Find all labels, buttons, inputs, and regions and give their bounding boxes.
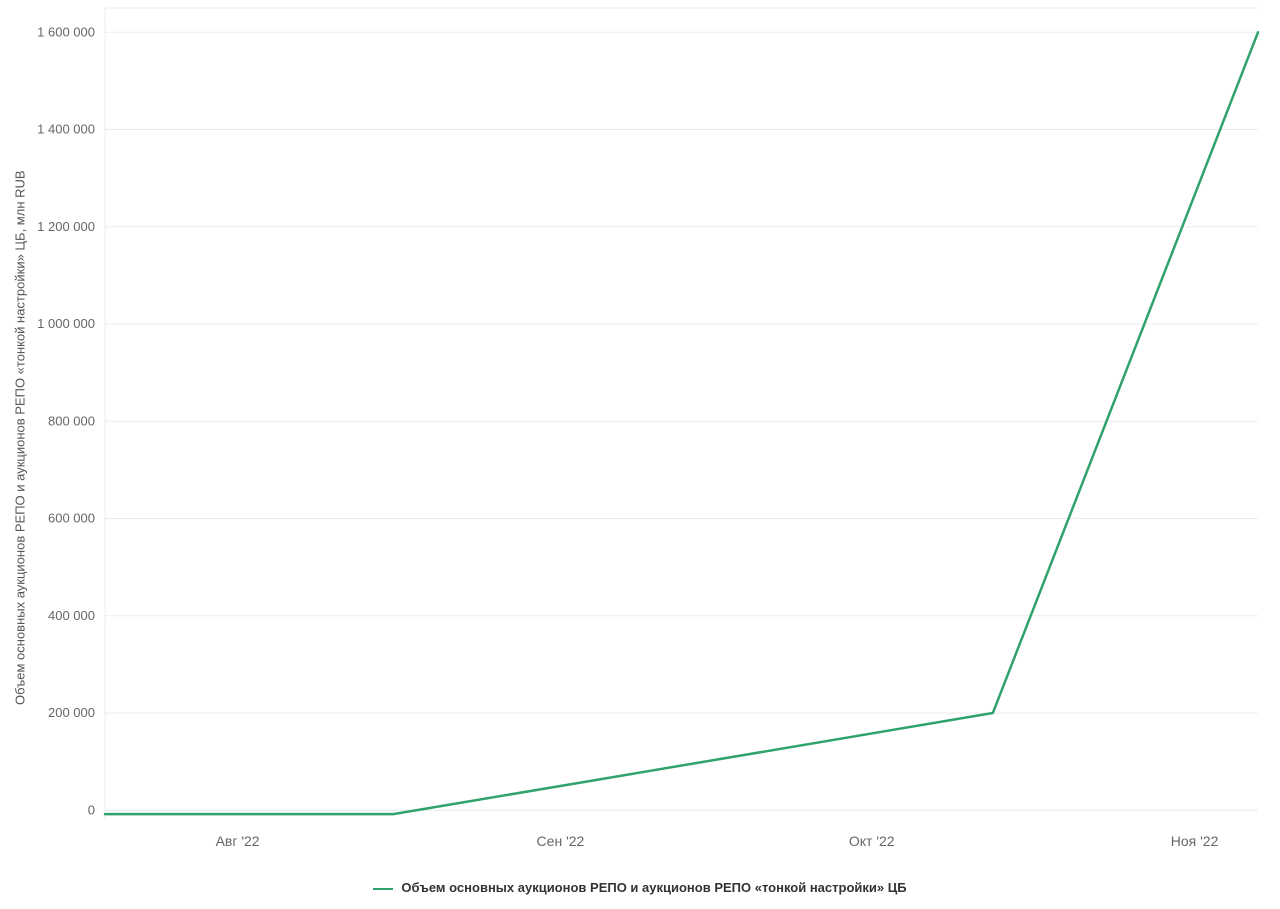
- y-tick-label: 200 000: [48, 705, 95, 720]
- y-tick-label: 1 600 000: [37, 24, 95, 39]
- series-line: [105, 32, 1258, 814]
- y-tick-label: 1 000 000: [37, 316, 95, 331]
- x-tick-label: Окт '22: [849, 833, 895, 849]
- y-tick-label: 0: [88, 802, 95, 817]
- legend: Объем основных аукционов РЕПО и аукционо…: [0, 880, 1280, 895]
- y-tick-label: 400 000: [48, 608, 95, 623]
- x-tick-label: Сен '22: [537, 833, 585, 849]
- x-tick-label: Авг '22: [216, 833, 260, 849]
- y-tick-label: 600 000: [48, 511, 95, 526]
- legend-swatch: [373, 888, 393, 890]
- y-tick-label: 1 200 000: [37, 219, 95, 234]
- x-tick-label: Ноя '22: [1171, 833, 1219, 849]
- y-tick-label: 1 400 000: [37, 122, 95, 137]
- y-tick-label: 800 000: [48, 413, 95, 428]
- y-axis-title: Объем основных аукционов РЕПО и аукционо…: [13, 205, 28, 705]
- line-chart: 0 200 000 400 000 600 000 800 000 1 000 000 1 …: [0, 0, 1280, 870]
- legend-label: Объем основных аукционов РЕПО и аукционо…: [401, 880, 906, 895]
- chart-container: Объем основных аукционов РЕПО и аукционо…: [0, 0, 1280, 909]
